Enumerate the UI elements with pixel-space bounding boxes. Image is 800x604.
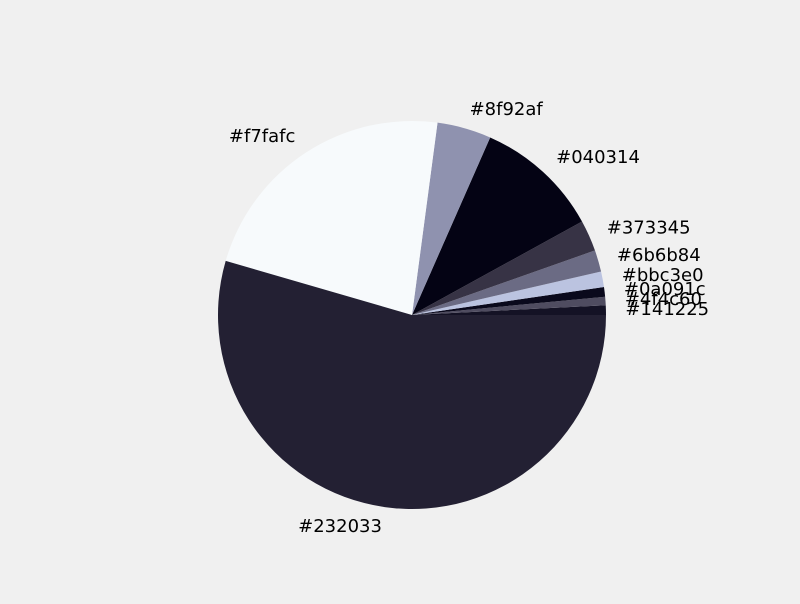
pie-slice-f7fafc [225,121,438,315]
pie-label-0a091c: #0a091c [624,279,706,300]
pie-label-373345: #373345 [607,217,691,238]
pie-slice-0a091c [412,287,606,315]
pie-slice-040314 [412,137,583,315]
pie-label-f7fafc: #f7fafc [229,126,295,147]
pie-label-4f4c60: #4f4c60 [625,289,702,310]
pie-slice-4f4c60 [412,296,606,315]
pie-slice-232033 [218,260,606,509]
pie-label-8f92af: #8f92af [470,99,544,120]
pie-label-040314: #040314 [556,147,640,168]
pie-label-6b6b84: #6b6b84 [617,245,701,266]
pie-slice-bbc3e0 [412,271,604,315]
pie-label-bbc3e0: #bbc3e0 [622,265,704,286]
pie-slice-8f92af [412,122,491,316]
pie-label-141225: #141225 [625,299,709,320]
pie-slice-373345 [412,221,595,315]
pie-slice-141225 [412,305,606,315]
pie-label-232033: #232033 [298,516,382,537]
pie-slice-6b6b84 [412,250,602,315]
